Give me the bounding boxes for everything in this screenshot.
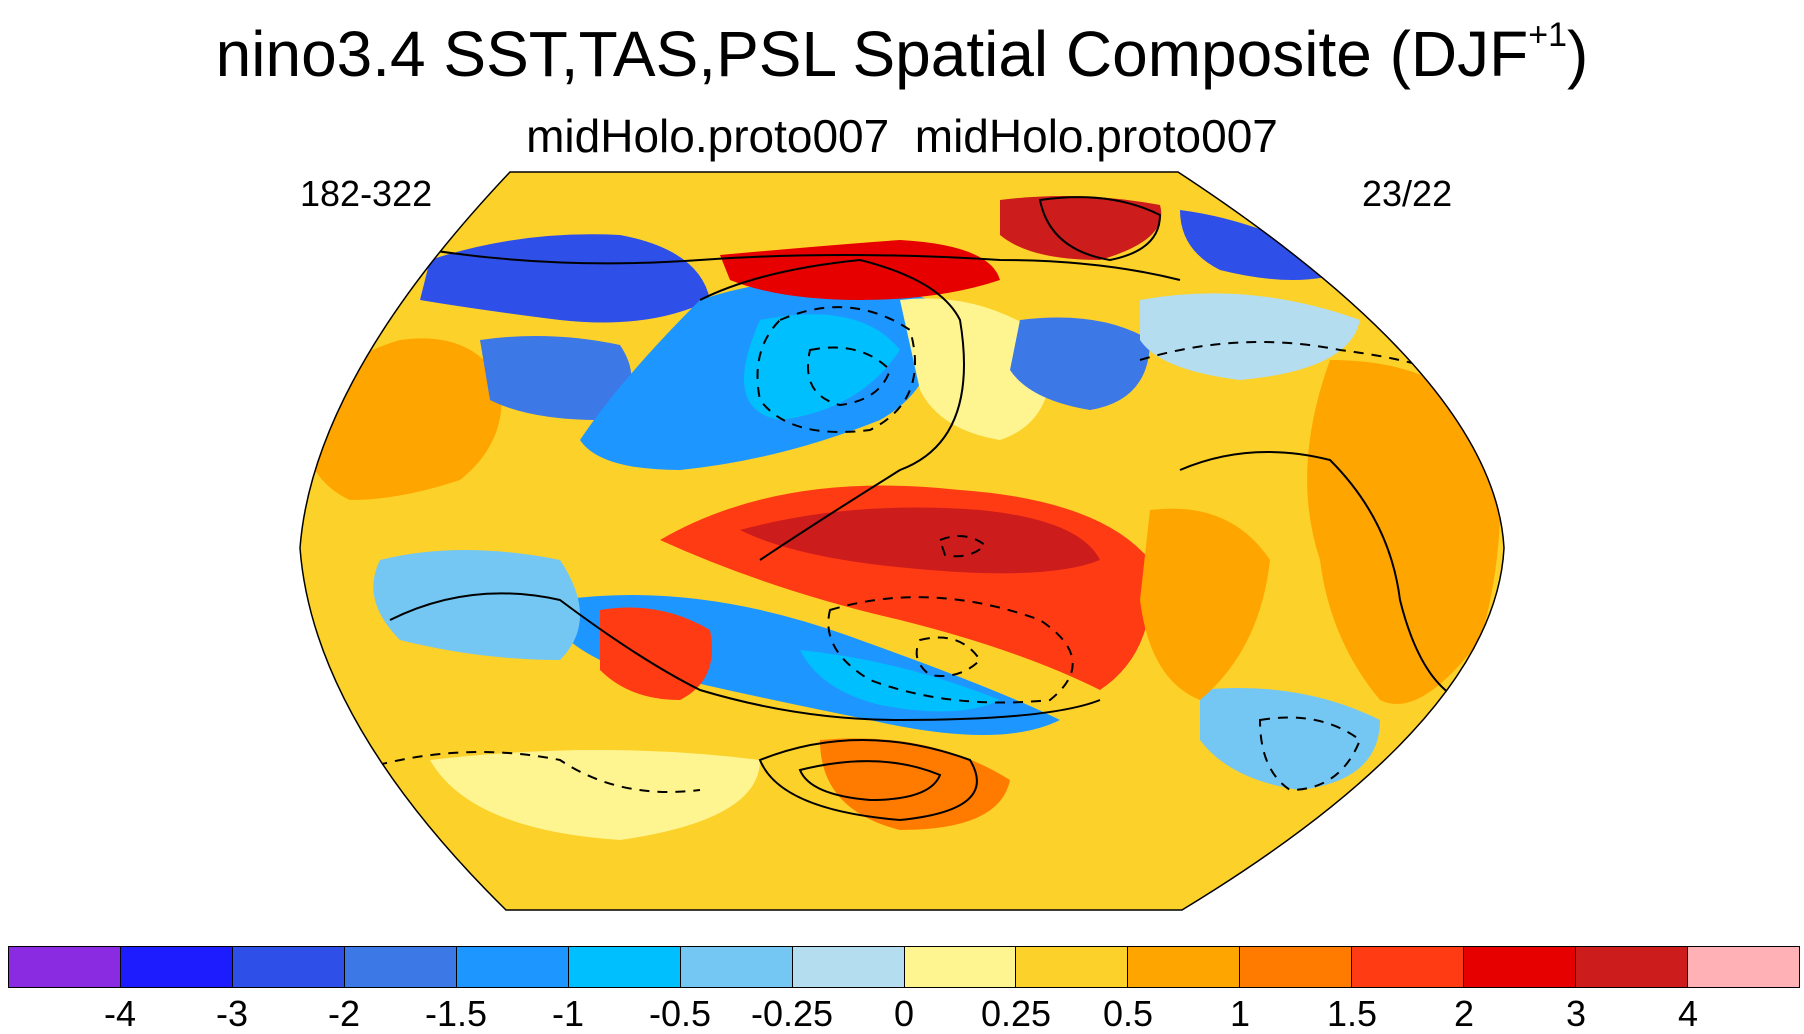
colorbar-tick-label: 2 (1453, 993, 1475, 1034)
psl-contour-negative (827, 596, 1074, 704)
colorbar-tick-label: 4 (1677, 993, 1699, 1034)
plot-subtitle: midHolo.proto007 midHolo.proto007 (526, 110, 1278, 162)
anomaly-region-southern-ocean-band (430, 750, 760, 840)
colorbar-swatch (680, 947, 793, 987)
psl-contour-negative (1258, 716, 1362, 792)
anomaly-region-indian-ocean-cool (373, 550, 580, 660)
colorbar-tick-label: 1 (1229, 993, 1251, 1034)
colorbar-swatch (1240, 947, 1353, 987)
colorbar-tick-label: 0.25 (980, 993, 1052, 1034)
colorbar-swatch (9, 947, 121, 987)
colorbar-tick-label: 1.5 (1326, 993, 1378, 1034)
psl-contour-negative (938, 535, 987, 558)
colorbar-swatch (456, 947, 569, 987)
psl-contour-positive (429, 249, 1181, 281)
psl-contour-positive (699, 258, 965, 561)
colorbar-tick-label: -1 (551, 993, 585, 1034)
psl-contour-positive (389, 592, 1101, 722)
anomaly-region-greenland-warm (1000, 196, 1162, 260)
anomaly-region-eq-pacific-warm-core (740, 507, 1100, 574)
colorbar-swatch (1128, 947, 1241, 987)
colorbar-swatch (1688, 947, 1799, 987)
plot-title: nino3.4 SST,TAS,PSL Spatial Composite (D… (0, 14, 1804, 94)
colorbar-swatch (1016, 947, 1129, 987)
anomaly-region-north-america-cool (1010, 317, 1150, 410)
psl-contour-positive (1038, 196, 1162, 262)
right-corner-label: 23/22 (1362, 173, 1453, 214)
psl-contour-negative (807, 346, 892, 407)
colorbar-tick-label: 0.5 (1102, 993, 1154, 1034)
anomaly-region-australia-warm (600, 607, 712, 700)
anomaly-region-north-atlantic-cool (1140, 293, 1360, 380)
colorbar-tick-label: 3 (1565, 993, 1587, 1034)
psl-contour-negative (756, 306, 916, 433)
colorbar-swatch (232, 947, 345, 987)
map-panel (299, 171, 1505, 911)
colorbar-swatch (120, 947, 233, 987)
psl-contour-positive (798, 760, 942, 802)
anomaly-region-eurasia-cool (480, 336, 632, 420)
colorbar-tick-label: -3 (215, 993, 249, 1034)
colorbar-swatch (792, 947, 905, 987)
colorbar-labels: -4 -3 -2 -1.5 -1 -0.5 -0.25 0 0.25 0.5 1 1.5 2 3 4 (8, 994, 1800, 1034)
psl-contour-negative (915, 636, 982, 677)
psl-contour-positive (1179, 451, 1461, 701)
colorbar-tick-label: -4 (103, 993, 137, 1034)
colorbar (8, 946, 1800, 988)
colorbar-swatch (344, 947, 457, 987)
plot-title-text: nino3.4 SST,TAS,PSL Spatial Composite (D… (215, 18, 1529, 90)
globe-outline (299, 171, 1505, 911)
colorbar-swatch (1352, 947, 1465, 987)
anomaly-region-eurasia-cold (420, 234, 710, 323)
colorbar-tick-label: -1.5 (424, 993, 488, 1034)
anomaly-region-south-america-warm (1140, 508, 1270, 700)
anomaly-region-south-atlantic-cool (1200, 688, 1380, 790)
anomaly-region-africa (1307, 360, 1501, 704)
colorbar-tick-label: -0.5 (648, 993, 712, 1034)
colorbar-tick-label: -0.25 (750, 993, 834, 1034)
colorbar-swatch (904, 947, 1017, 987)
anomaly-region-north-pacific-core (744, 314, 900, 420)
colorbar-swatch (1576, 947, 1689, 987)
psl-contour-positive (758, 739, 978, 822)
plot-title-superscript: +1 (1528, 16, 1567, 54)
anomaly-region-northeast-pacific-warm (900, 298, 1052, 440)
colorbar-swatch (1464, 947, 1577, 987)
psl-contour-negative (359, 751, 701, 793)
left-corner-label: 182-322 (300, 173, 433, 214)
colorbar-swatch (568, 947, 681, 987)
colorbar-tick-label: -2 (327, 993, 361, 1034)
plot-title-close: ) (1567, 18, 1589, 90)
colorbar-tick-label: 0 (893, 993, 915, 1034)
